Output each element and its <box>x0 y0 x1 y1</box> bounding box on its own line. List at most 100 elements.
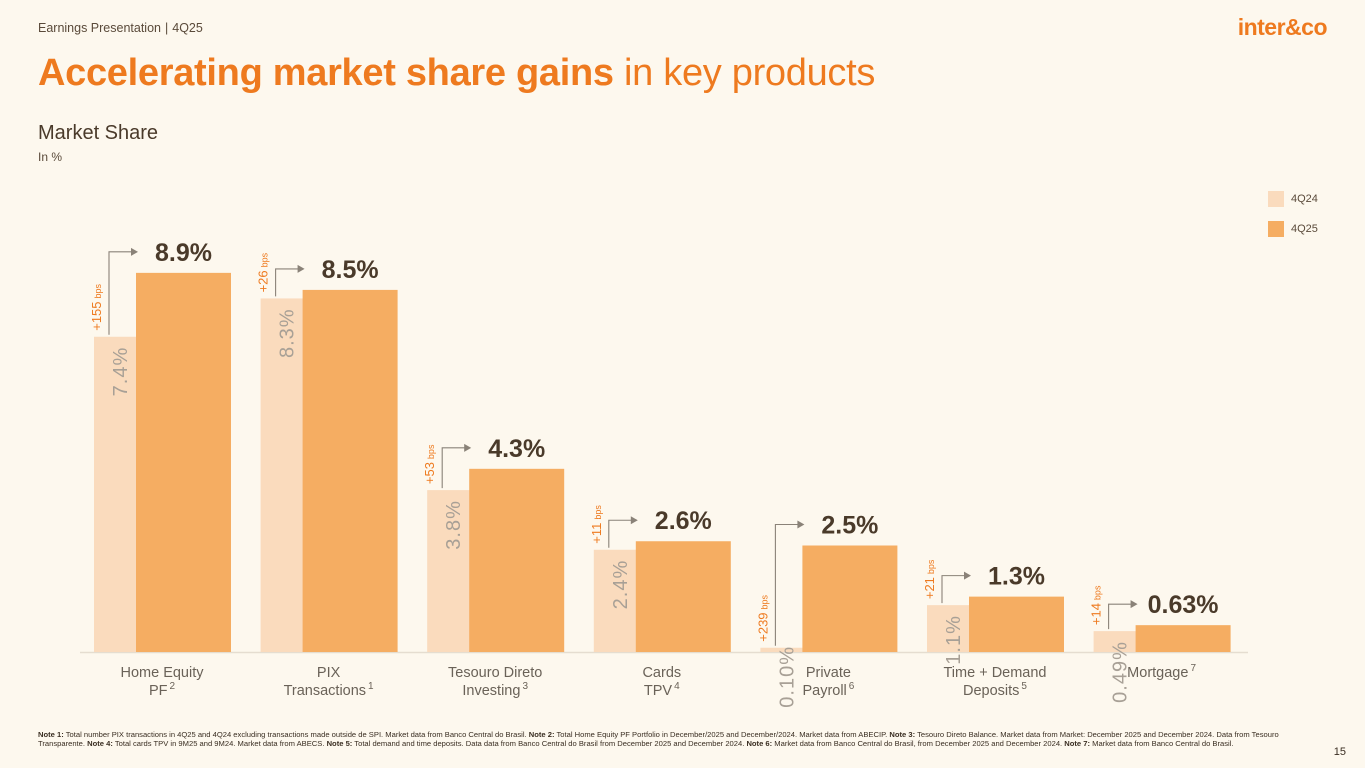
category-line2-5: Deposits <box>963 683 1019 699</box>
delta-connector-4 <box>774 523 799 646</box>
legend-swatch-4q25 <box>1268 221 1284 237</box>
value-label-4q25-4: 2.5% <box>821 512 878 540</box>
delta-label-6: +14 bps <box>1089 585 1104 625</box>
delta-unit-2: bps <box>426 444 436 459</box>
category-label2-1: Transactions 1 <box>284 681 374 699</box>
delta-connector-1 <box>275 268 299 297</box>
category-line1-0: Home Equity <box>120 665 204 681</box>
delta-connector-6 <box>1108 603 1132 630</box>
value-label-4q24-4: 0.10% <box>776 646 798 708</box>
category-line1-2: Tesouro Direto <box>448 665 542 681</box>
title-light: in key products <box>613 52 876 94</box>
category-line2-0: PF <box>149 683 168 699</box>
delta-value-1: +26 <box>256 270 271 292</box>
delta-value-2: +53 <box>422 462 437 484</box>
note-text-5: Total demand and time deposits. Data dat… <box>352 739 747 749</box>
company-logo: inter&co <box>1237 14 1328 40</box>
note-label-1: Note 1: <box>38 730 64 739</box>
delta-value-3: +11 <box>589 523 604 544</box>
delta-arrowhead-6 <box>1130 600 1138 609</box>
delta-value-6: +14 <box>1089 603 1104 625</box>
value-label-4q24-6: 0.49% <box>1110 641 1132 703</box>
delta-value-5: +21 <box>922 577 937 599</box>
header-separator: | <box>165 21 169 35</box>
delta-connector-2 <box>441 447 466 489</box>
category-note-3: 4 <box>674 681 680 692</box>
bar-4q25-4 <box>802 545 898 652</box>
category-line1-1: PIX <box>317 665 341 681</box>
legend-item-4q24: 4Q24 <box>1268 190 1318 208</box>
delta-unit-4: bps <box>759 594 769 609</box>
presentation-name: Earnings Presentation <box>38 21 161 35</box>
category-label2-3: TPV 4 <box>644 681 680 699</box>
footnotes: Note 1: Total number PIX transactions in… <box>38 730 1318 749</box>
delta-arrowhead-3 <box>630 516 638 525</box>
delta-label-0: +155 bps <box>89 283 104 330</box>
delta-unit-0: bps <box>93 283 103 298</box>
delta-connector-5 <box>941 575 965 604</box>
category-line1-6: Mortgage <box>1127 665 1188 681</box>
category-label-5: Time + Demand <box>943 665 1046 681</box>
value-label-4q25-6: 0.63% <box>1148 591 1219 619</box>
value-label-4q25-3: 2.6% <box>655 507 712 535</box>
value-label-4q25-1: 8.5% <box>322 256 379 284</box>
category-label2-2: Investing 3 <box>462 681 528 699</box>
category-line1-5: Time + Demand <box>943 665 1046 681</box>
category-label-4: Private <box>806 665 851 681</box>
note-text-7: Market data from Banco Central do Brasil… <box>1090 739 1234 749</box>
category-line2-1: Transactions <box>284 683 366 699</box>
category-line1-4: Private <box>806 665 851 681</box>
note-label-2: Note 2: <box>528 730 555 739</box>
category-label2-0: PF 2 <box>149 681 176 699</box>
note-text-6: Market data from Banco Central do Brasil… <box>772 739 1065 749</box>
delta-label-4: +239 bps <box>755 594 770 641</box>
legend-label-4q25: 4Q25 <box>1291 223 1318 235</box>
legend-item-4q25: 4Q25 <box>1268 220 1318 238</box>
delta-connector-3 <box>608 519 632 548</box>
note-label-7: Note 7: <box>1064 739 1091 749</box>
note-text-1: Total number PIX transactions in 4Q25 an… <box>63 730 529 739</box>
value-label-4q24-0: 7.4% <box>110 347 132 397</box>
delta-label-2: +53 bps <box>422 444 437 484</box>
delta-arrowhead-5 <box>964 571 971 580</box>
delta-unit-5: bps <box>926 559 936 574</box>
page-number: 15 <box>1333 746 1346 758</box>
delta-value-4: +239 <box>755 612 770 641</box>
category-line1-3: Cards <box>642 665 681 681</box>
value-label-4q24-3: 2.4% <box>610 560 632 610</box>
period-label: 4Q25 <box>172 21 203 35</box>
title-bold: Accelerating market share gains <box>38 52 614 94</box>
delta-label-3: +11 bps <box>589 505 604 544</box>
delta-value-0: +155 <box>89 301 104 330</box>
note-label-3: Note 3: <box>889 730 916 739</box>
note-text-2: Total Home Equity PF Portfolio in Decemb… <box>554 730 890 739</box>
category-label2-4: Payroll 6 <box>802 681 854 699</box>
delta-arrowhead-1 <box>297 264 305 273</box>
bar-4q25-0 <box>136 272 231 652</box>
category-line2-3: TPV <box>644 683 673 699</box>
page-title: Accelerating market share gains in key p… <box>38 52 875 95</box>
chart-title: Market Share <box>38 122 159 144</box>
category-note-6: 7 <box>1190 663 1196 674</box>
category-label-0: Home Equity <box>120 665 204 681</box>
category-note-4: 6 <box>849 681 855 692</box>
legend-label-4q24: 4Q24 <box>1291 193 1318 205</box>
delta-label-1: +26 bps <box>256 252 271 292</box>
value-label-4q25-0: 8.9% <box>155 239 212 267</box>
value-label-4q24-5: 1.1% <box>943 615 965 665</box>
header-breadcrumb: Earnings Presentation | 4Q25 <box>38 21 203 35</box>
legend-swatch-4q24 <box>1268 191 1284 207</box>
value-label-4q25-2: 4.3% <box>488 435 545 463</box>
delta-connector-0 <box>108 251 132 335</box>
note-label-4: Note 4: <box>87 739 113 749</box>
category-note-2: 3 <box>522 681 528 692</box>
category-line2-4: Payroll <box>802 683 846 699</box>
value-label-4q24-1: 8.3% <box>277 308 299 358</box>
delta-unit-3: bps <box>593 505 603 520</box>
chart-unit: In % <box>38 150 63 164</box>
note-text-3: Tesouro Direto Balance. Market data from… <box>38 730 1279 749</box>
note-label-6: Note 6: <box>746 739 773 749</box>
category-label-6: Mortgage 7 <box>1127 663 1196 681</box>
delta-label-5: +21 bps <box>922 559 937 599</box>
